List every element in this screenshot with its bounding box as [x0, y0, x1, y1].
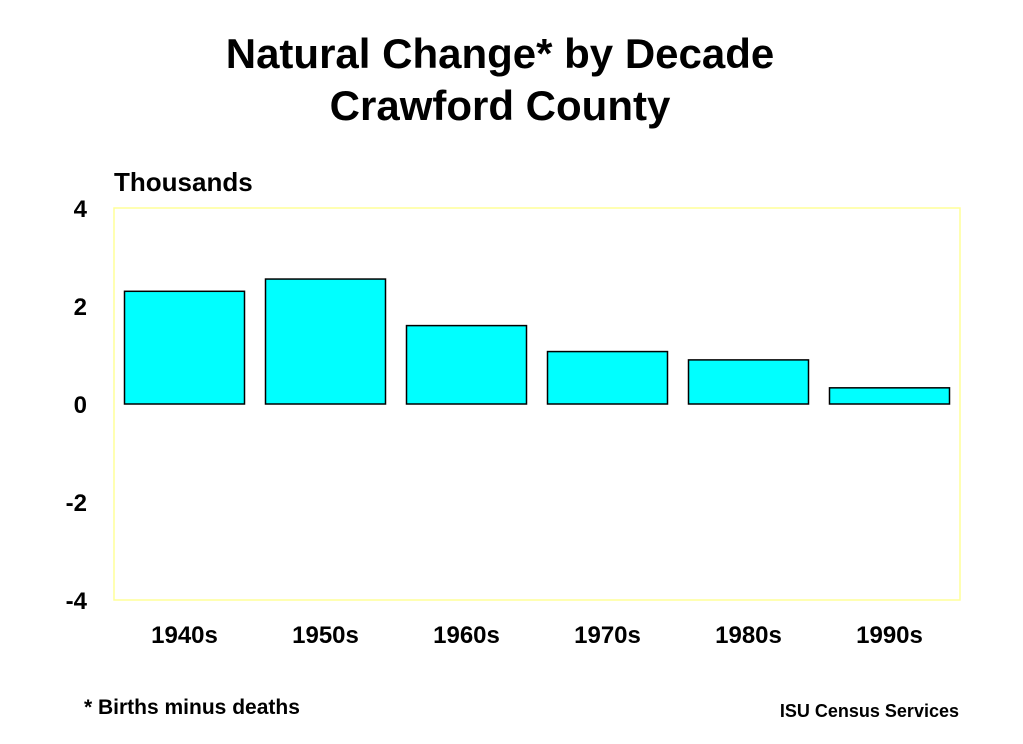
bar	[123, 290, 246, 405]
footnote: * Births minus deaths	[84, 696, 300, 719]
plot-area-border	[113, 207, 961, 601]
bar	[546, 350, 669, 405]
y-axis-label: Thousands	[114, 167, 253, 197]
bar	[687, 359, 810, 405]
bar	[828, 387, 951, 405]
bar	[264, 278, 387, 405]
x-tick-label: 1940s	[151, 622, 218, 649]
chart-subtitle: Crawford County	[329, 82, 671, 129]
x-tick-label: 1960s	[433, 622, 500, 649]
y-tick-label: 0	[74, 392, 87, 419]
y-tick-label: -2	[66, 490, 87, 517]
source-credit: ISU Census Services	[779, 701, 959, 721]
chart-title-block: Natural Change* by Decade Crawford Count…	[0, 28, 1000, 132]
y-tick-label: 2	[74, 294, 87, 321]
y-tick-label: -4	[66, 588, 88, 615]
x-tick-label: 1970s	[574, 622, 641, 649]
x-tick-label: 1990s	[856, 622, 923, 649]
x-tick-label: 1980s	[715, 622, 782, 649]
x-tick-label: 1950s	[292, 622, 359, 649]
y-tick-label: 4	[74, 196, 88, 223]
chart-title: Natural Change* by Decade	[225, 30, 775, 77]
bar	[405, 324, 528, 405]
